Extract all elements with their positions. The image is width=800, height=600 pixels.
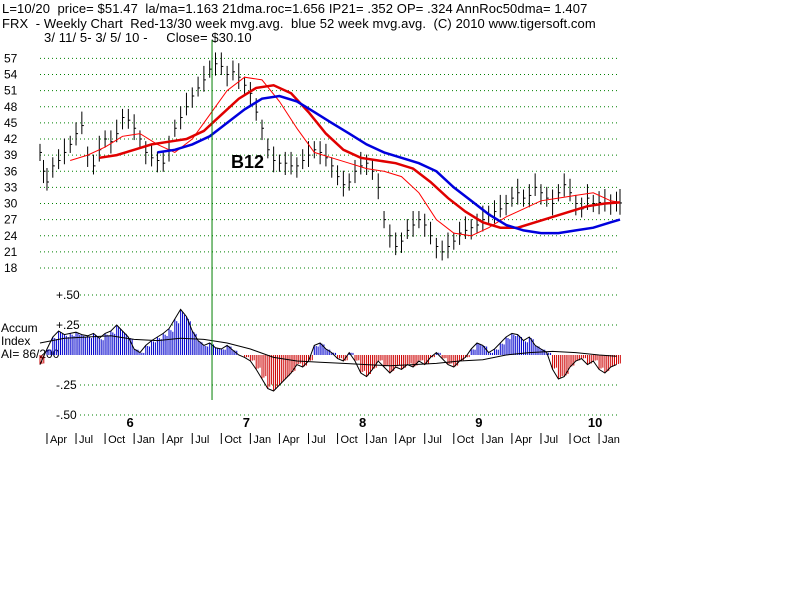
x-month-label: Jan — [370, 434, 388, 446]
accum-y-tick: -.25 — [56, 378, 77, 392]
x-month-label: Jan — [253, 434, 271, 446]
price-y-tick: 33 — [4, 180, 18, 194]
x-month-label: Oct — [108, 434, 125, 446]
header-line-2: FRX - Weekly Chart Red-13/30 week mvg.av… — [2, 16, 596, 31]
x-month-label: Jul — [79, 434, 93, 446]
x-month-label: Oct — [224, 434, 241, 446]
price-y-tick: 27 — [4, 213, 18, 227]
x-year-label: 10 — [588, 415, 602, 430]
ma52-line — [157, 94, 621, 235]
ma30-line — [99, 84, 621, 229]
price-y-tick: 39 — [4, 148, 18, 162]
header-line-1: L=10/20 price= $51.47 la/ma=1.163 21dma.… — [2, 1, 588, 16]
price-y-tick: 21 — [4, 245, 18, 259]
x-month-label: Apr — [399, 434, 416, 446]
x-year-label: 7 — [243, 415, 250, 430]
x-month-label: Jul — [195, 434, 209, 446]
accum-envelope — [39, 308, 617, 392]
x-month-label: Apr — [166, 434, 183, 446]
price-y-tick: 48 — [4, 100, 18, 114]
x-month-label: Jul — [311, 434, 325, 446]
x-month-label: Oct — [573, 434, 590, 446]
x-month-label: Oct — [341, 434, 358, 446]
x-month-label: Apr — [50, 434, 67, 446]
x-year-label: 8 — [359, 415, 366, 430]
x-month-label: Jan — [486, 434, 504, 446]
x-month-label: Apr — [515, 434, 532, 446]
accum-y-tick: -.50 — [56, 408, 77, 422]
accum-title-3: AI= 86/200 — [1, 347, 60, 361]
accum-y-tick: +.50 — [56, 288, 80, 302]
x-year-label: 9 — [475, 415, 482, 430]
x-month-label: Oct — [457, 434, 474, 446]
price-y-tick: 42 — [4, 132, 18, 146]
signal-label: B12 — [231, 152, 264, 172]
ma13-line — [70, 76, 621, 237]
x-year-label: 6 — [127, 415, 134, 430]
accum-ma-line — [39, 335, 617, 367]
price-y-tick: 45 — [4, 116, 18, 130]
price-y-tick: 24 — [4, 229, 18, 243]
header-line-3: 3/ 11/ 5- 3/ 5/ 10 - Close= $30.10 — [44, 30, 252, 45]
x-month-label: Apr — [282, 434, 299, 446]
accum-title-1: Accum — [1, 321, 38, 335]
x-month-label: Jul — [544, 434, 558, 446]
x-month-label: Jan — [137, 434, 155, 446]
price-y-tick: 36 — [4, 164, 18, 178]
x-month-label: Jan — [602, 434, 620, 446]
price-y-tick: 18 — [4, 261, 18, 275]
price-y-tick: 51 — [4, 84, 18, 98]
accum-y-tick: +.25 — [56, 318, 80, 332]
x-month-label: Jul — [428, 434, 442, 446]
accum-title-2: Index — [1, 334, 31, 348]
price-y-tick: 57 — [4, 51, 18, 65]
price-y-tick: 30 — [4, 197, 18, 211]
price-y-tick: 54 — [4, 68, 18, 82]
